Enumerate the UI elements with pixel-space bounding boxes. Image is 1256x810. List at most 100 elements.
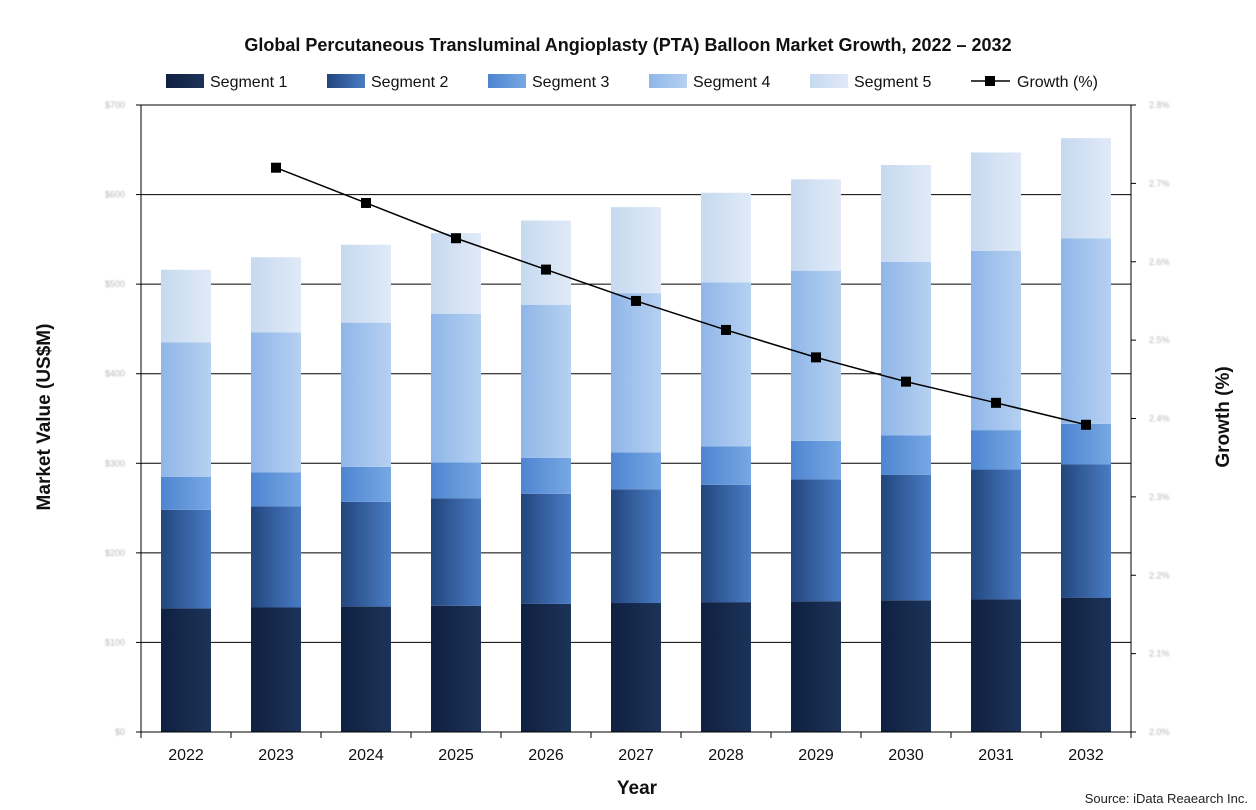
x-tick-label: 2029 — [798, 747, 834, 764]
x-tick-label: 2030 — [888, 747, 924, 764]
legend: Segment 1 Segment 2 Segment 3 Segment 4 Segm… — [166, 74, 1098, 91]
y2-tick-label: 2.0% — [1149, 727, 1170, 737]
bar-segment-3 — [701, 446, 751, 485]
y-tick-label: $700 — [105, 100, 125, 110]
growth-point — [811, 352, 821, 363]
bar-segment-3 — [431, 462, 481, 499]
bar-segment-4 — [251, 332, 301, 473]
x-tick-label: 2022 — [168, 747, 204, 764]
bar-segment-5 — [791, 179, 841, 271]
x-tick-label: 2024 — [348, 747, 384, 764]
legend-label: Segment 4 — [693, 74, 770, 91]
bar-segment-1 — [611, 603, 661, 732]
bar-segment-2 — [611, 489, 661, 604]
bar-segment-5 — [1061, 138, 1111, 239]
growth-line-path — [275, 167, 1087, 426]
bar-segment-5 — [521, 220, 571, 305]
bar-segment-1 — [1061, 597, 1111, 732]
bar-segment-5 — [431, 233, 481, 314]
bar-segment-2 — [971, 469, 1021, 600]
bar-segment-3 — [521, 457, 571, 494]
x-tick-label: 2025 — [438, 747, 474, 764]
y2-tick-label: 2.5% — [1149, 335, 1170, 345]
bar-segment-1 — [971, 599, 1021, 732]
bar-segment-2 — [701, 484, 751, 603]
tick-labels: $0 $100 $200 $300 $400 $500 $600 $700 2.0% 2.1% 2.… — [105, 100, 1170, 764]
bar-segment-2 — [341, 501, 391, 607]
legend-label: Segment 1 — [210, 74, 287, 91]
y2-tick-label: 2.1% — [1149, 649, 1170, 659]
y-tick-label: $500 — [105, 279, 125, 289]
bar-segment-3 — [791, 440, 841, 480]
x-tick-label: 2023 — [258, 747, 294, 764]
bar-segment-4 — [611, 293, 661, 453]
bar-segment-3 — [251, 472, 301, 507]
bar-segment-1 — [521, 603, 571, 732]
bar-segment-4 — [701, 282, 751, 447]
legend-swatch — [649, 74, 687, 88]
bar-segment-4 — [431, 313, 481, 463]
chart-title: Global Percutaneous Transluminal Angiopl… — [244, 35, 1011, 55]
y2-axis-title: Growth (%) — [1213, 366, 1234, 467]
bar-segment-1 — [251, 607, 301, 732]
x-axis-title: Year — [617, 778, 658, 799]
growth-point — [271, 162, 281, 173]
bar-segment-2 — [161, 509, 211, 609]
y-tick-label: $100 — [105, 637, 125, 647]
y-tick-label: $200 — [105, 548, 125, 558]
bar-segment-2 — [791, 479, 841, 602]
y2-tick-label: 2.4% — [1149, 414, 1170, 424]
growth-line — [271, 162, 1091, 430]
y2-tick-label: 2.2% — [1149, 570, 1170, 580]
bar-segment-3 — [161, 476, 211, 510]
bar-segment-3 — [971, 430, 1021, 470]
legend-label: Growth (%) — [1017, 74, 1098, 91]
bar-segment-2 — [431, 498, 481, 606]
bars — [161, 138, 1111, 732]
x-tick-label: 2027 — [618, 747, 654, 764]
legend-label: Segment 2 — [371, 74, 448, 91]
bar-segment-3 — [881, 435, 931, 475]
y-tick-label: $400 — [105, 369, 125, 379]
bar-segment-1 — [161, 608, 211, 732]
x-tick-label: 2031 — [978, 747, 1014, 764]
bar-segment-4 — [1061, 238, 1111, 424]
growth-point — [631, 295, 641, 306]
bar-segment-1 — [431, 605, 481, 732]
legend-swatch — [166, 74, 204, 88]
bar-segment-1 — [881, 600, 931, 732]
bar-segment-5 — [341, 244, 391, 323]
y-tick-label: $300 — [105, 458, 125, 468]
growth-point — [901, 376, 911, 387]
bar-segment-5 — [701, 192, 751, 283]
growth-point — [991, 397, 1001, 408]
legend-label: Segment 3 — [532, 74, 609, 91]
y-axis-title: Market Value (US$M) — [34, 324, 55, 511]
legend-swatch — [327, 74, 365, 88]
bar-segment-3 — [611, 452, 661, 490]
bar-segment-2 — [881, 474, 931, 601]
y2-tick-label: 2.8% — [1149, 100, 1170, 110]
bar-segment-4 — [341, 322, 391, 467]
y-tick-label: $0 — [115, 727, 125, 737]
x-tick-label: 2026 — [528, 747, 564, 764]
growth-point — [361, 197, 371, 208]
bar-segment-1 — [701, 602, 751, 732]
y2-tick-label: 2.3% — [1149, 492, 1170, 502]
bar-segment-4 — [881, 261, 931, 436]
legend-swatch — [488, 74, 526, 88]
x-tick-label: 2032 — [1068, 747, 1104, 764]
axes — [136, 104, 1136, 738]
bar-segment-1 — [791, 601, 841, 732]
growth-point — [451, 233, 461, 244]
bar-segment-4 — [161, 342, 211, 477]
growth-point — [721, 324, 731, 335]
growth-point — [541, 264, 551, 275]
bar-segment-2 — [521, 493, 571, 604]
bar-segment-3 — [1061, 423, 1111, 465]
x-tick-label: 2028 — [708, 747, 744, 764]
y-tick-label: $600 — [105, 190, 125, 200]
y2-tick-label: 2.7% — [1149, 178, 1170, 188]
y2-tick-label: 2.6% — [1149, 257, 1170, 267]
